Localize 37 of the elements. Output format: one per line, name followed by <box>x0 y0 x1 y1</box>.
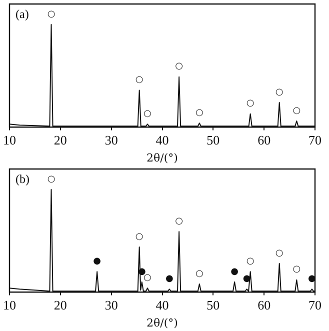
x-tick-label: 50 <box>206 132 220 148</box>
x-tick-label: 10 <box>3 132 16 148</box>
x-tick-label: 60 <box>258 132 271 148</box>
annotation: ○ <box>144 272 152 283</box>
x-tick-label: 70 <box>308 132 322 148</box>
x-tick-label: 70 <box>308 297 322 312</box>
annotation: ○ <box>275 87 284 98</box>
annotation: ○ <box>195 268 204 279</box>
x-axis-title: 2θ/(°) <box>146 316 178 330</box>
x-tick-label: 30 <box>104 132 118 148</box>
annotation: ● <box>93 256 102 267</box>
annotation: ○ <box>175 216 184 226</box>
annotation: ○ <box>292 106 301 116</box>
x-tick-label: 30 <box>104 297 118 312</box>
chart-title: (a) <box>16 7 29 22</box>
annotation: ○ <box>135 232 144 242</box>
x-axis-title: 2θ/(°) <box>146 151 178 164</box>
annotation: ● <box>230 266 239 277</box>
annotation: ○ <box>47 174 56 184</box>
annotation: ○ <box>246 98 254 109</box>
x-tick-label: 60 <box>258 297 271 312</box>
annotation: ● <box>165 274 174 284</box>
x-tick-label: 10 <box>3 297 16 312</box>
annotation: ○ <box>275 248 284 258</box>
annotation: ○ <box>144 108 152 119</box>
x-tick-label: 20 <box>54 297 67 312</box>
annotation: ○ <box>135 75 144 86</box>
x-tick-label: 50 <box>206 297 220 312</box>
x-tick-label: 40 <box>156 297 169 312</box>
x-tick-label: 20 <box>54 132 67 148</box>
annotation: ○ <box>246 256 254 267</box>
annotation: ○ <box>175 62 184 72</box>
annotation: ○ <box>195 108 204 118</box>
chart-title: (b) <box>16 172 30 186</box>
annotation: ○ <box>292 264 301 275</box>
x-tick-label: 40 <box>156 132 169 148</box>
annotation: ○ <box>47 9 56 20</box>
